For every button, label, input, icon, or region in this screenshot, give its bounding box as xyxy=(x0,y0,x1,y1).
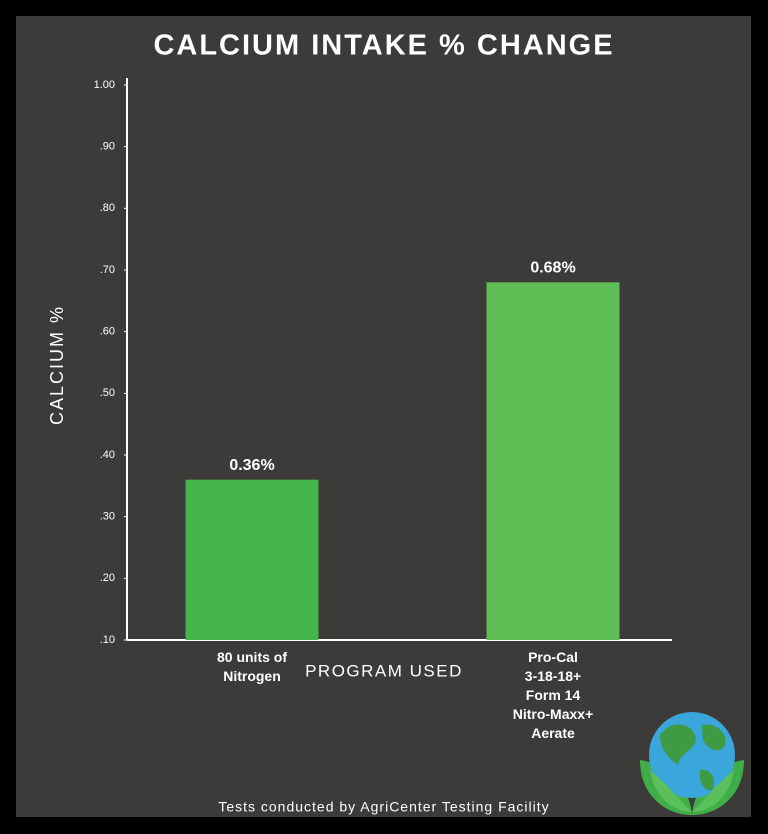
y-tick-label: .10 xyxy=(100,634,115,646)
y-tick-label: .60 xyxy=(100,326,115,338)
footer: Tests conducted by AgriCenter Testing Fa… xyxy=(218,799,549,815)
y-tick-label: .70 xyxy=(100,264,115,276)
panel xyxy=(16,16,751,817)
y-tick-label: .40 xyxy=(100,449,115,461)
chart-title: CALCIUM INTAKE % CHANGE xyxy=(153,30,614,62)
y-axis-label: CALCIUM % xyxy=(47,305,67,425)
y-tick-label: .20 xyxy=(100,572,115,584)
y-tick-label: .50 xyxy=(100,387,115,399)
bar xyxy=(185,479,319,640)
value-label: 0.68% xyxy=(530,260,575,277)
y-tick-label: .80 xyxy=(100,202,115,214)
y-tick-label: .30 xyxy=(100,511,115,523)
value-label: 0.36% xyxy=(229,457,274,474)
y-tick-label: .90 xyxy=(100,141,115,153)
x-axis-label: PROGRAM USED xyxy=(305,661,463,680)
logo xyxy=(640,712,744,815)
x-tick-label: 80 units of Nitrogen xyxy=(216,649,287,684)
x-tick-label: Pro-Cal 3-18-18+ Form 14 Nitro-Maxx+ Aer… xyxy=(512,649,594,741)
bar xyxy=(486,282,620,640)
y-tick-label: 1.00 xyxy=(94,79,115,91)
